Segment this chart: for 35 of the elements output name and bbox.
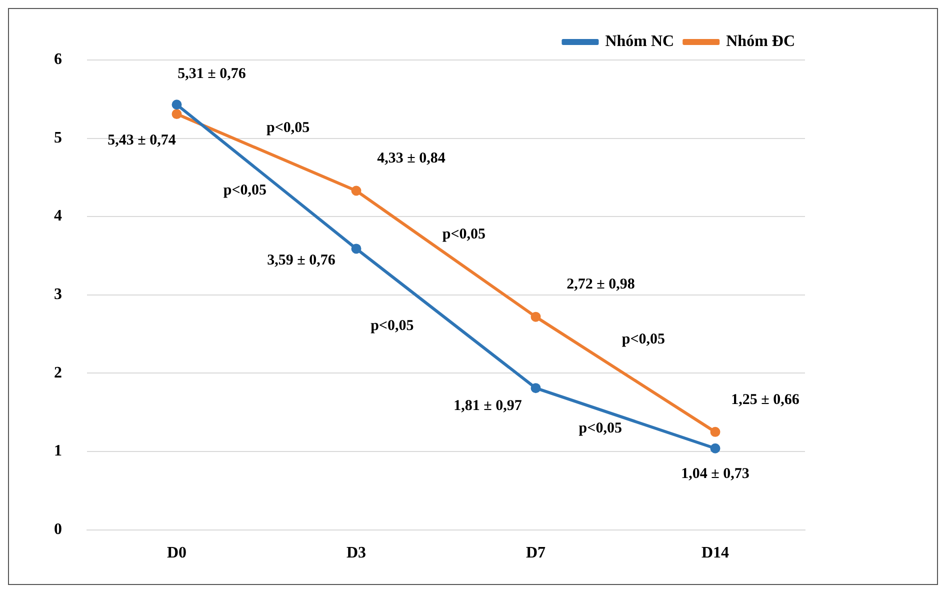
y-tick-label: 0	[54, 520, 62, 538]
data-label: 5,43 ± 0,74	[108, 132, 176, 149]
y-tick-label: 6	[54, 51, 62, 68]
data-label: 3,59 ± 0,76	[267, 252, 336, 269]
annotation: p<0,05	[622, 331, 666, 348]
point	[351, 186, 362, 196]
annotation: p<0,05	[578, 420, 622, 437]
y-tick-label: 2	[54, 364, 62, 382]
annotation: p<0,05	[442, 226, 486, 242]
data-label: 1,81 ± 0,97	[454, 398, 522, 414]
legend-label: Nhóm NC	[605, 33, 674, 50]
point	[351, 244, 362, 254]
data-label: 2,72 ± 0,98	[566, 276, 635, 293]
legend-label: Nhóm ĐC	[726, 33, 795, 50]
y-tick-label: 3	[54, 286, 62, 304]
x-tick-label: D7	[526, 544, 546, 562]
point	[172, 100, 182, 110]
y-tick-label: 5	[54, 129, 62, 146]
annotation: p<0,05	[370, 318, 414, 334]
y-tick-label: 1	[54, 442, 62, 460]
point	[710, 443, 720, 454]
x-tick-label: D0	[166, 544, 187, 562]
point	[710, 426, 720, 437]
x-tick-label: D3	[346, 544, 366, 562]
data-label: 4,33 ± 0,84	[377, 150, 446, 167]
annotation: p<0,05	[266, 120, 310, 136]
data-label: 1,25 ± 0,66	[731, 392, 800, 408]
x-tick-label: D14	[701, 544, 730, 562]
point	[530, 383, 541, 394]
point	[530, 312, 541, 322]
data-label: 1,04 ± 0,73	[681, 466, 750, 482]
point	[172, 109, 182, 120]
data-label: 5,31 ± 0,76	[178, 66, 246, 82]
annotation: p<0,05	[223, 182, 267, 199]
y-tick-label: 4	[54, 208, 62, 225]
